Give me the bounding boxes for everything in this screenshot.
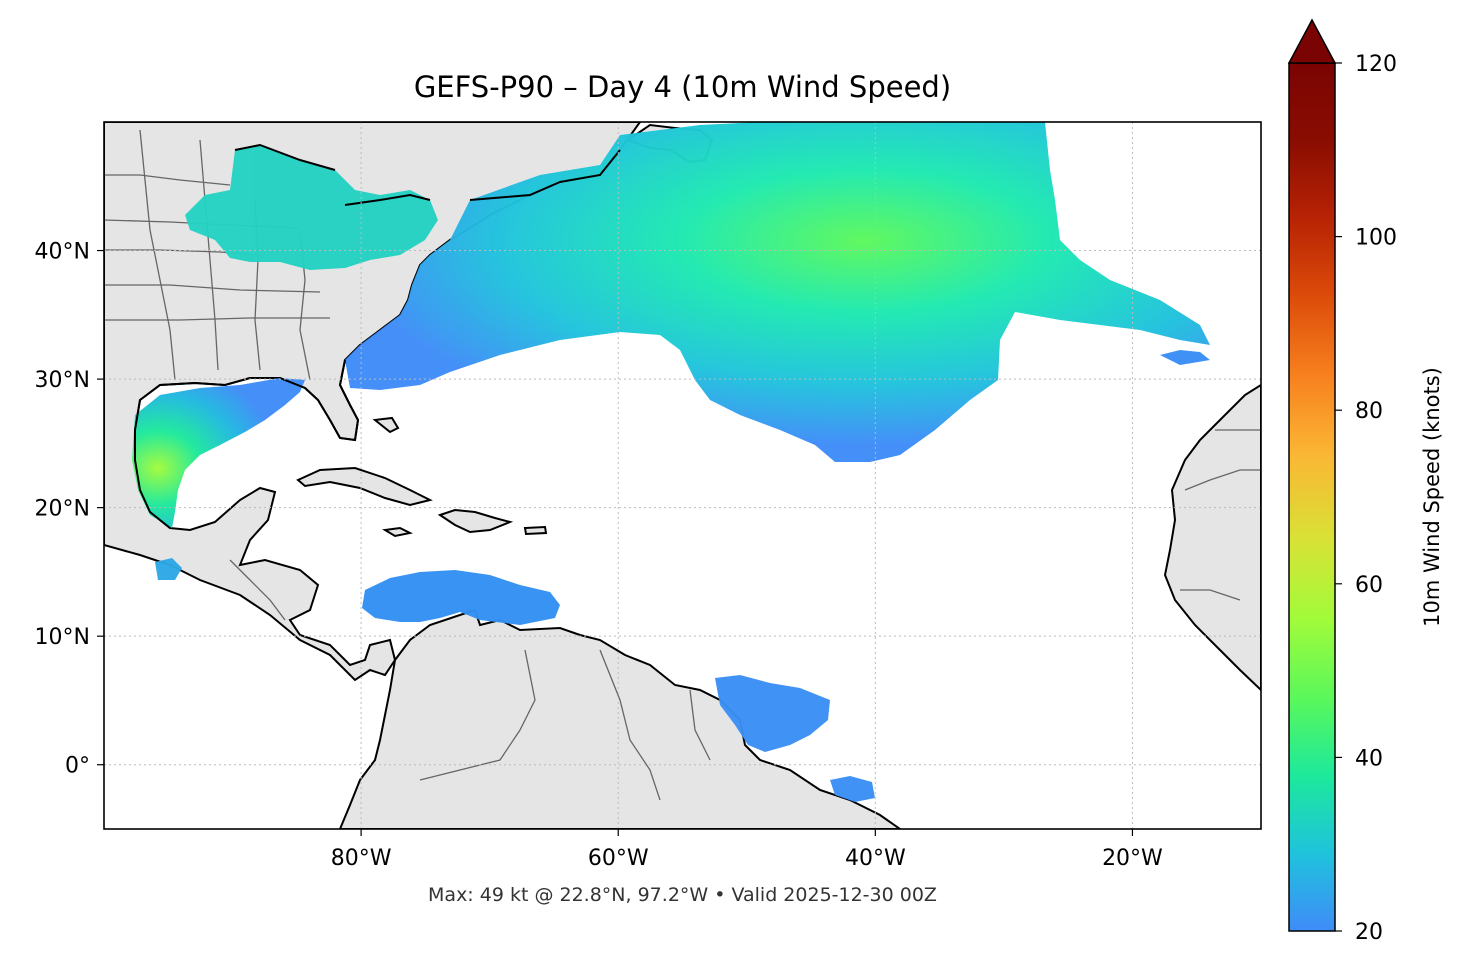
colorbar-tick-label: 40 xyxy=(1355,746,1383,771)
wind-region-caribbean xyxy=(362,570,560,625)
colorbar-tick-label: 80 xyxy=(1355,399,1383,424)
wind-region-tropical-atlantic xyxy=(715,675,830,752)
colorbar-tick-label: 20 xyxy=(1355,920,1383,945)
wind-region-gulf-of-mexico xyxy=(132,378,305,528)
bahamas-island xyxy=(372,416,400,434)
hispaniola-island xyxy=(437,508,514,534)
lat-tick-label: 40°N xyxy=(35,240,90,265)
wind-field xyxy=(132,122,1210,802)
wind-region-great-lakes xyxy=(185,145,438,270)
colorbar-tick-label: 60 xyxy=(1355,573,1383,598)
colorbar-extend-arrow xyxy=(1287,18,1337,64)
lat-tick-label: 0° xyxy=(65,754,90,779)
land-layer xyxy=(104,122,1261,829)
wind-region-east-atlantic-tail xyxy=(1160,350,1210,365)
colorbar: 120 100 80 60 40 20 xyxy=(1287,18,1397,945)
map-title: GEFS-P90 – Day 4 (10m Wind Speed) xyxy=(413,70,952,104)
lon-tick-label: 80°W xyxy=(331,846,392,871)
map-frame xyxy=(103,121,1262,830)
lat-tick-label: 30°N xyxy=(35,368,90,393)
africa-land xyxy=(1163,383,1261,692)
lat-tick-label: 20°N xyxy=(35,497,90,522)
puerto-rico-island xyxy=(523,525,548,536)
jamaica-island xyxy=(382,526,414,538)
colorbar-tick-label: 120 xyxy=(1355,52,1397,77)
colorbar-gradient xyxy=(1288,62,1336,932)
colorbar-label: 10m Wind Speed (knots) xyxy=(1420,367,1444,627)
coastline-layer xyxy=(134,143,621,529)
lon-tick-label: 20°W xyxy=(1102,846,1163,871)
axis-ticks: 80°W 60°W 40°W 20°W 40°N 30°N 20°N 10°N 0° xyxy=(35,240,1164,871)
lat-tick-label: 10°N xyxy=(35,625,90,650)
wind-region-north-atlantic xyxy=(345,122,1210,462)
wind-region-guiana-coast xyxy=(830,776,875,802)
wind-region-pacific-mexico xyxy=(155,558,182,580)
colorbar-tick-label: 100 xyxy=(1355,226,1397,251)
lon-tick-label: 60°W xyxy=(588,846,649,871)
map-area xyxy=(104,122,1261,829)
colorbar-ticks: 120 100 80 60 40 20 xyxy=(1335,52,1397,945)
max-wind-caption: Max: 49 kt @ 22.8°N, 97.2°W • Valid 2025… xyxy=(428,884,937,906)
cuba-island xyxy=(296,466,433,507)
lon-tick-label: 40°W xyxy=(845,846,906,871)
